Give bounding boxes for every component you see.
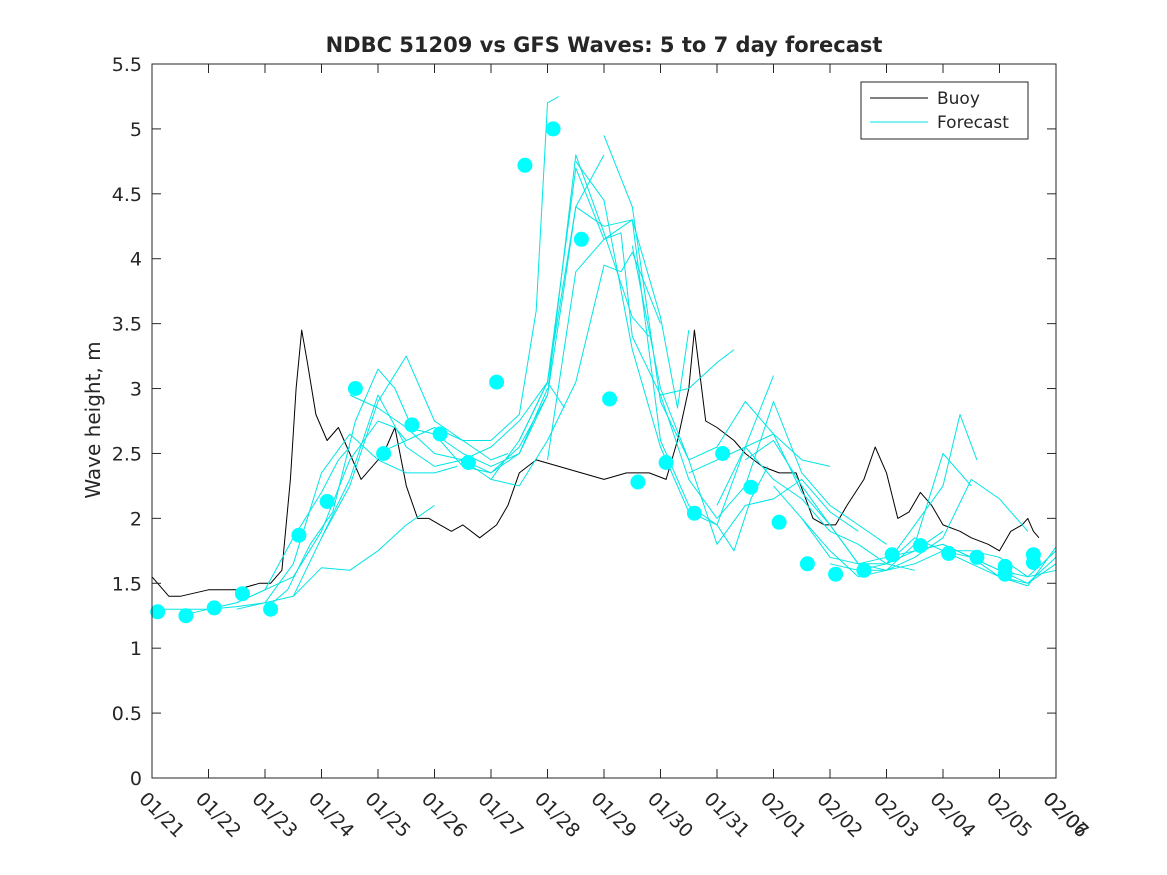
y-tick-label: 1.5 bbox=[112, 573, 142, 595]
series-forecast-line-19 bbox=[660, 394, 887, 545]
forecast-marker bbox=[630, 474, 646, 490]
forecast-marker bbox=[291, 527, 307, 543]
y-tick-label: 5.5 bbox=[112, 54, 142, 76]
forecast-marker bbox=[912, 538, 928, 554]
series-forecast-line-15 bbox=[547, 219, 774, 526]
series-forecast-line-24 bbox=[801, 478, 1029, 578]
series-buoy-line bbox=[151, 329, 1040, 597]
legend-box bbox=[860, 81, 1029, 140]
y-axis-ticks: 0 0.5 1 1.5 2 2.5 3 3.5 4 4.5 5 5.5 bbox=[112, 54, 1056, 790]
series-forecast-line-17 bbox=[603, 135, 831, 467]
forecast-marker bbox=[969, 549, 985, 565]
series-forecast-line-9 bbox=[377, 96, 560, 454]
forecast-marker bbox=[517, 157, 533, 173]
forecast-marker bbox=[856, 562, 872, 578]
forecast-marker bbox=[573, 231, 589, 247]
series-forecast-line-12 bbox=[462, 251, 661, 487]
forecast-marker bbox=[206, 600, 222, 616]
y-tick-label: 5 bbox=[130, 119, 142, 141]
series-forecast-line-14 bbox=[518, 167, 735, 441]
forecast-marker bbox=[997, 558, 1013, 574]
forecast-marker bbox=[545, 121, 561, 137]
series-forecast-line-3 bbox=[208, 504, 435, 610]
forecast-marker bbox=[1025, 555, 1041, 570]
y-tick-label: 0.5 bbox=[112, 703, 142, 725]
forecast-marker bbox=[715, 446, 731, 461]
forecast-marker bbox=[376, 446, 392, 461]
marker-layer bbox=[150, 121, 1041, 624]
forecast-marker bbox=[602, 391, 618, 407]
legend-buoy-label: Buoy bbox=[937, 89, 980, 109]
legend: Buoy Forecast bbox=[860, 81, 1029, 140]
forecast-marker bbox=[150, 604, 166, 620]
forecast-marker bbox=[884, 547, 900, 563]
y-tick-label: 2 bbox=[130, 508, 142, 530]
forecast-marker bbox=[489, 374, 505, 390]
y-tick-label: 4 bbox=[130, 249, 142, 271]
legend-forecast-label: Forecast bbox=[937, 113, 1009, 133]
forecast-marker bbox=[404, 417, 420, 433]
forecast-marker bbox=[319, 494, 335, 509]
series-forecast-line-5 bbox=[264, 368, 413, 610]
forecast-marker bbox=[263, 601, 279, 617]
forecast-marker bbox=[347, 381, 363, 396]
y-tick-label: 4.5 bbox=[112, 184, 142, 206]
forecast-marker bbox=[460, 455, 476, 470]
y-tick-label: 2.5 bbox=[112, 443, 142, 465]
chart-title: NDBC 51209 vs GFS Waves: 5 to 7 day fore… bbox=[326, 33, 883, 57]
y-tick-label: 3 bbox=[130, 379, 142, 401]
series-forecast-line-7 bbox=[321, 388, 548, 539]
forecast-marker bbox=[828, 566, 844, 582]
forecast-marker bbox=[658, 455, 674, 470]
forecast-marker bbox=[178, 608, 194, 624]
forecast-marker bbox=[941, 545, 957, 561]
forecast-marker bbox=[743, 479, 759, 495]
y-tick-label: 3.5 bbox=[112, 314, 142, 336]
series-layer bbox=[151, 96, 1057, 617]
y-tick-label: 0 bbox=[130, 768, 142, 790]
forecast-marker bbox=[432, 426, 448, 442]
series-forecast-line-18 bbox=[631, 245, 859, 545]
series-forecast-line-2 bbox=[180, 420, 407, 617]
forecast-marker bbox=[771, 514, 787, 530]
forecast-marker bbox=[686, 505, 702, 521]
forecast-marker bbox=[799, 556, 815, 572]
series-forecast-line-4 bbox=[236, 433, 458, 610]
forecast-marker bbox=[234, 586, 250, 602]
y-tick-label: 1 bbox=[130, 638, 142, 660]
y-axis-label: Wave height, m bbox=[81, 341, 105, 498]
series-forecast-line-6 bbox=[292, 355, 509, 597]
